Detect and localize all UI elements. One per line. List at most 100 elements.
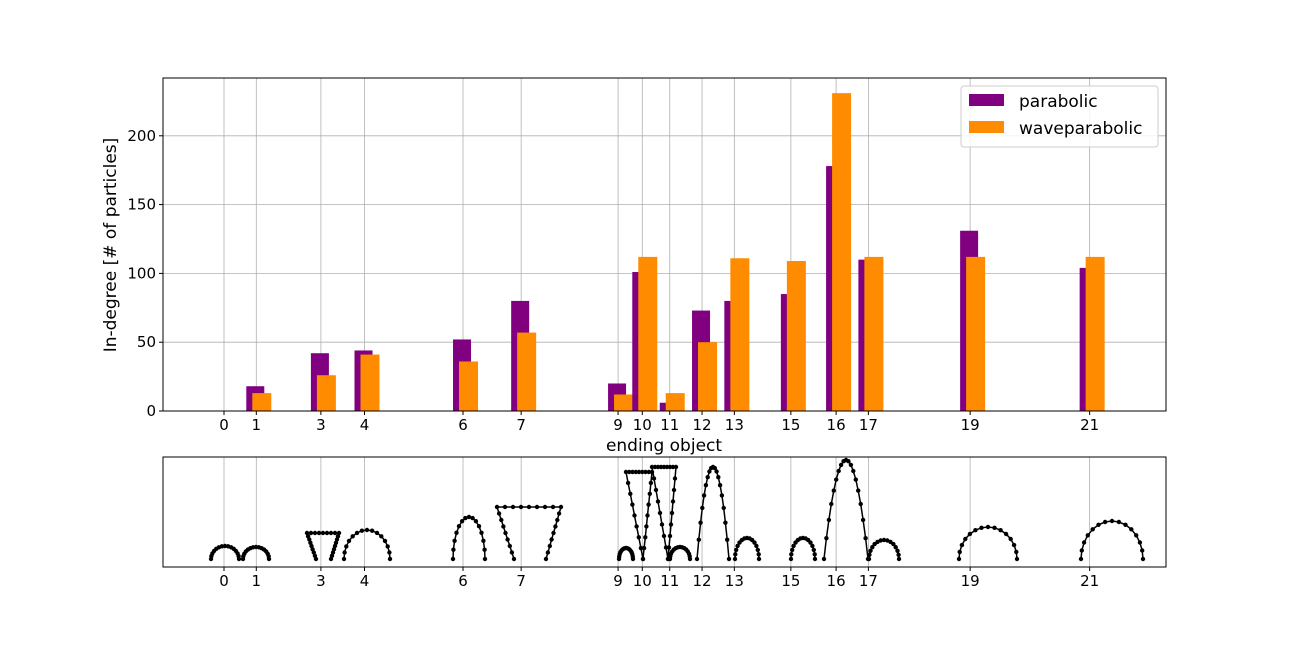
shape-point xyxy=(496,511,502,516)
y-tick-label: 50 xyxy=(137,333,156,351)
shape-point xyxy=(502,504,508,510)
shape-point xyxy=(992,525,997,530)
shape-point xyxy=(316,530,322,536)
shape-point xyxy=(756,556,762,562)
object-shape-outline xyxy=(452,516,486,560)
shape-point xyxy=(973,528,978,533)
bottom-x-tick-label: 11 xyxy=(660,572,679,590)
shape-point xyxy=(666,545,672,550)
shape-point xyxy=(344,544,349,549)
shape-point xyxy=(627,469,632,475)
shape-point xyxy=(1129,527,1134,532)
shape-point xyxy=(1140,556,1146,562)
shape-point xyxy=(824,536,829,541)
shape-point xyxy=(304,530,310,536)
shape-point xyxy=(896,556,902,562)
x-tick-label: 11 xyxy=(660,416,679,434)
shape-point xyxy=(336,530,342,536)
shape-point xyxy=(332,530,338,536)
shape-point xyxy=(509,550,515,555)
shape-point xyxy=(534,504,540,510)
shape-point xyxy=(826,517,832,523)
shape-point xyxy=(791,543,796,549)
shape-point xyxy=(556,511,562,516)
x-tick-label: 19 xyxy=(961,416,980,434)
shape-point xyxy=(359,528,365,533)
shape-point xyxy=(387,556,393,562)
bottom-x-tick-label: 7 xyxy=(516,572,526,590)
shape-point xyxy=(511,556,517,562)
shape-point xyxy=(342,550,347,555)
shape-point xyxy=(1109,518,1115,524)
shape-point xyxy=(653,487,659,493)
shape-point xyxy=(848,462,854,468)
shape-point xyxy=(640,556,646,562)
shape-point xyxy=(553,524,558,529)
shape-point xyxy=(959,542,965,548)
legend-swatch-parabolic xyxy=(969,94,1004,106)
shape-point xyxy=(638,545,644,551)
shape-point xyxy=(644,524,649,529)
shape-point xyxy=(1116,519,1122,525)
shape-point xyxy=(707,469,712,474)
shape-point xyxy=(503,530,508,536)
bar-waveparabolic xyxy=(786,261,806,411)
x-tick-label: 15 xyxy=(781,416,800,434)
shape-point xyxy=(672,476,678,481)
bar-waveparabolic xyxy=(459,361,479,411)
shape-point xyxy=(641,545,647,551)
shape-point xyxy=(350,534,355,539)
shape-point xyxy=(788,556,794,562)
shape-point xyxy=(451,547,456,552)
shape-point xyxy=(507,543,512,549)
top-plot-frame xyxy=(162,77,1167,412)
shape-point xyxy=(382,538,388,544)
shape-point xyxy=(671,487,677,493)
shape-point xyxy=(670,499,676,504)
shape-point xyxy=(482,556,488,562)
shape-point xyxy=(505,537,510,542)
shape-point xyxy=(838,462,844,468)
shape-point xyxy=(630,556,636,562)
shape-point xyxy=(454,530,459,535)
shape-point xyxy=(470,515,475,521)
shape-point xyxy=(481,538,486,543)
shape-point xyxy=(1014,549,1019,555)
shape-point xyxy=(633,469,638,475)
object-shape-outline xyxy=(1080,520,1144,560)
shape-point xyxy=(374,530,380,536)
shape-point xyxy=(866,556,872,562)
shape-point xyxy=(956,556,962,562)
shape-point xyxy=(645,513,650,518)
object-shape-outline xyxy=(958,526,1018,560)
bottom-x-tick-label: 4 xyxy=(360,572,370,590)
shape-point xyxy=(647,491,652,496)
shape-point xyxy=(1011,542,1017,548)
shape-point xyxy=(643,469,648,475)
shape-point xyxy=(853,477,858,482)
shape-point xyxy=(479,530,484,535)
shape-point xyxy=(1140,548,1145,553)
shape-point xyxy=(330,550,336,555)
bottom-x-tick-label: 19 xyxy=(961,572,980,590)
shape-point xyxy=(354,530,360,536)
shape-point xyxy=(661,533,667,539)
bottom-x-tick-label: 12 xyxy=(692,572,711,590)
shape-point xyxy=(630,502,635,507)
shape-point xyxy=(545,550,551,555)
shape-point xyxy=(723,520,728,525)
shape-point xyxy=(716,475,721,480)
y-tick-label: 100 xyxy=(127,264,156,282)
x-tick-label: 0 xyxy=(219,416,229,434)
shape-point xyxy=(1014,556,1020,562)
shape-point xyxy=(646,469,651,475)
shape-point xyxy=(979,525,984,530)
shape-point xyxy=(558,504,564,510)
shape-point xyxy=(510,504,516,510)
top-y-ticks: 0 50 100 150 200 xyxy=(127,127,163,420)
shape-point xyxy=(668,522,674,527)
bottom-x-tick-label: 16 xyxy=(827,572,846,590)
shape-point xyxy=(1008,536,1013,542)
shape-point xyxy=(369,528,375,533)
